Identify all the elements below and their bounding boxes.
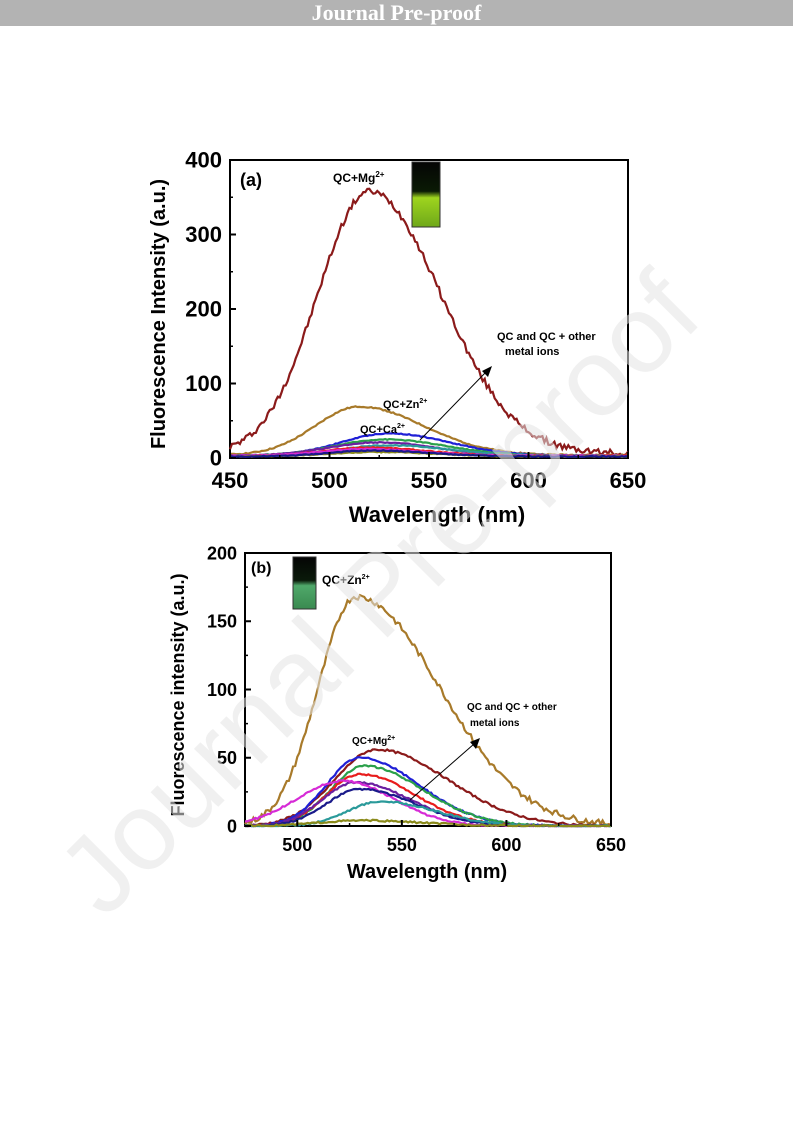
arrow-line-b	[409, 743, 475, 801]
x-axis-label-a: Wavelength (nm)	[349, 502, 525, 527]
banner-title: Journal Pre-proof	[311, 0, 482, 25]
panel-label-b: (b)	[251, 560, 271, 577]
x-tick-label-a-3: 600	[510, 468, 547, 493]
y-tick-label-b-2: 100	[207, 680, 237, 700]
x-axis-label-b: Wavelength (nm)	[347, 861, 507, 883]
annotation-zn-b: QC+Zn2+	[322, 573, 370, 587]
y-tick-label-b-4: 200	[207, 543, 237, 563]
annotation-mg-b: QC+Mg2+	[352, 735, 395, 747]
annotation-mg-a: QC+Mg2+	[333, 170, 385, 185]
x-tick-label-a-0: 450	[212, 468, 249, 493]
y-tick-label-a-2: 200	[185, 297, 222, 322]
vial-image-b	[292, 556, 317, 610]
series-group-a	[228, 187, 629, 459]
series-line-a-mg	[228, 187, 629, 458]
series-line-b-zn	[244, 593, 612, 827]
chart-panel-a: 450 500 550 600 650 0 100 200 300 400 (a) Wavelen…	[148, 148, 646, 527]
series-group-b	[244, 593, 612, 828]
ticks-group-a: 450 500 550 600 650 0 100 200 300 400	[185, 148, 646, 493]
vial-image-a	[411, 161, 441, 228]
annotation-zn-a: QC+Zn2+	[383, 398, 427, 411]
x-tick-label-b-3: 650	[596, 835, 626, 855]
annotation-ca-a: QC+Ca2+	[360, 423, 405, 436]
ticks-group-b: 500 550 600 650 0 50 100 150 200	[207, 543, 626, 855]
y-tick-label-a-4: 400	[185, 148, 222, 173]
y-axis-label-b: Fluorescence intensity (a.u.)	[168, 573, 188, 816]
annotation-others-a-line1: QC and QC + other	[497, 331, 596, 343]
annotation-others-a-line2: metal ions	[505, 346, 559, 358]
x-tick-label-b-0: 500	[282, 835, 312, 855]
chart-panel-b: 500 550 600 650 0 50 100 150 200 (b) Wavelength …	[168, 543, 626, 883]
arrow-head-b	[470, 738, 480, 749]
panel-label-a: (a)	[240, 170, 262, 190]
y-tick-label-b-0: 0	[227, 816, 237, 836]
x-tick-label-b-2: 600	[491, 835, 521, 855]
y-axis-label-a: Fluorescence Intensity (a.u.)	[148, 179, 170, 449]
arrow-line-a	[419, 371, 487, 441]
journal-banner: Journal Pre-proof	[0, 0, 793, 26]
x-tick-label-a-4: 650	[610, 468, 647, 493]
y-tick-label-a-1: 100	[185, 371, 222, 396]
annotation-others-b-line1: QC and QC + other	[467, 702, 557, 713]
y-tick-label-b-3: 150	[207, 612, 237, 632]
series-line-b-other-9	[244, 818, 612, 828]
annotation-others-b-line2: metal ions	[470, 718, 520, 729]
arrow-head-a	[482, 366, 492, 377]
y-tick-label-a-0: 0	[210, 446, 222, 471]
x-tick-label-b-1: 550	[387, 835, 417, 855]
x-tick-label-a-1: 500	[311, 468, 348, 493]
x-tick-label-a-2: 550	[411, 468, 448, 493]
y-tick-label-b-1: 50	[217, 748, 237, 768]
y-tick-label-a-3: 300	[185, 222, 222, 247]
